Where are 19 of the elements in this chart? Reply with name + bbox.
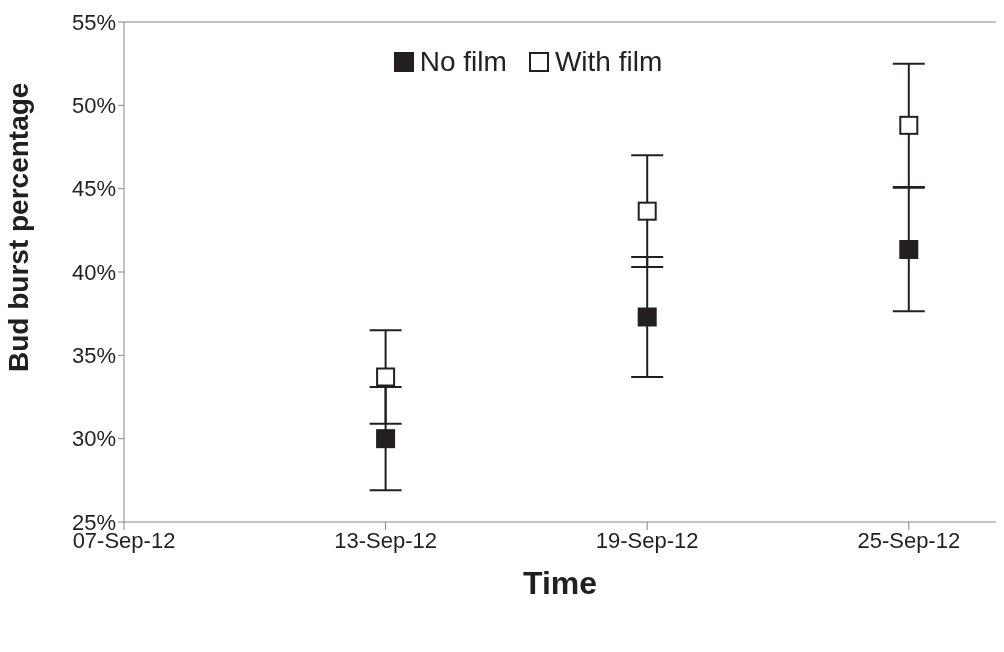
y-tick-label: 45% [71, 176, 116, 202]
x-tick-label: 13-Sep-12 [334, 527, 437, 553]
x-axis-title: Time [522, 565, 598, 601]
y-tick-label: 50% [71, 93, 116, 119]
point [637, 201, 657, 221]
point [376, 367, 396, 387]
y-tick-label: 40% [71, 259, 116, 285]
legend-label: No film [419, 46, 507, 78]
y-tick-label: 35% [71, 343, 116, 369]
x-tick-label: 25-Sep-12 [857, 527, 961, 553]
x-tick-label: 19-Sep-12 [595, 527, 699, 553]
point [376, 429, 396, 449]
y-tick-label: 55% [71, 9, 116, 35]
legend-label: With film [554, 46, 663, 78]
y-axis-title: Bud burst percentage [2, 82, 34, 372]
point [899, 240, 919, 259]
y-tick-label: 30% [71, 426, 116, 452]
point [637, 307, 657, 327]
point [899, 115, 919, 135]
